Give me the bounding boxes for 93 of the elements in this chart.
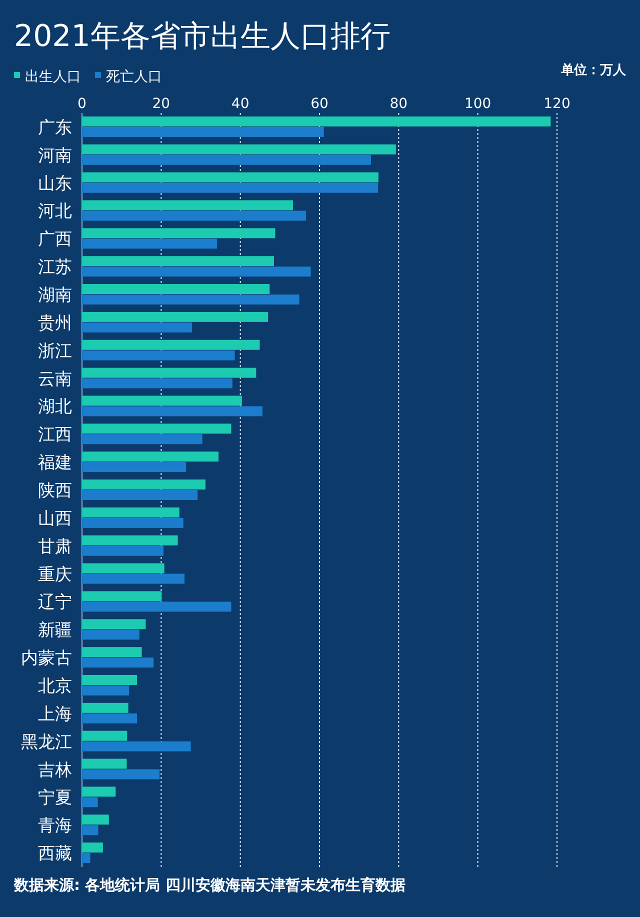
x-tick-label: 60 (310, 96, 328, 112)
y-tick-label: 河南 (38, 146, 72, 166)
y-tick-label: 甘肃 (38, 536, 72, 557)
bar (82, 630, 140, 640)
y-tick-label: 江苏 (38, 258, 72, 278)
y-tick-label: 浙江 (38, 341, 72, 362)
x-tick-label: 20 (152, 96, 170, 112)
bar (82, 825, 98, 836)
legend-label: 出生人口 (25, 69, 81, 85)
y-tick-label: 重庆 (38, 564, 72, 585)
y-tick-label: 山东 (38, 174, 72, 194)
source-note: 数据来源: 各地统计局 四川安徽海南天津暂未发布生育数据 (13, 876, 406, 894)
bar (82, 758, 127, 769)
legend-label: 死亡人口 (106, 69, 162, 85)
x-tick-label: 40 (231, 96, 250, 112)
y-tick-label: 福建 (38, 453, 72, 474)
bar (82, 378, 232, 388)
y-tick-label: 西藏 (38, 844, 72, 864)
bar (82, 658, 154, 668)
bar (82, 452, 219, 462)
bar (82, 591, 162, 602)
y-tick-label: 吉林 (38, 760, 72, 780)
bar (82, 340, 260, 350)
x-tick-label: 120 (544, 96, 570, 112)
bar (82, 702, 128, 713)
bar (82, 853, 90, 864)
y-tick-label: 湖南 (38, 286, 72, 306)
bar (82, 368, 256, 378)
bar (82, 769, 160, 780)
bar (82, 713, 138, 724)
bar (82, 507, 180, 518)
bar (82, 210, 306, 221)
y-tick-label: 河北 (38, 202, 72, 222)
bar (82, 256, 274, 266)
y-tick-label: 湖北 (38, 397, 72, 418)
bar (82, 116, 551, 126)
bar (82, 322, 192, 332)
bar (82, 480, 206, 490)
x-tick-label: 80 (390, 96, 408, 112)
bar (82, 546, 164, 556)
bar (82, 797, 98, 808)
bar (82, 814, 109, 825)
bar (82, 602, 232, 612)
bar (82, 406, 262, 416)
bar (82, 182, 378, 193)
bar (82, 574, 185, 584)
bar (82, 266, 311, 277)
bar (82, 312, 268, 322)
bar (82, 842, 103, 853)
y-tick-label: 山西 (38, 508, 72, 529)
bar (82, 462, 186, 472)
y-tick-label: 黑龙江 (21, 732, 72, 752)
bar (82, 284, 270, 294)
bar (82, 424, 232, 434)
bar (82, 350, 235, 360)
bar (82, 563, 164, 574)
y-tick-label: 新疆 (38, 620, 72, 641)
bar (82, 126, 324, 137)
text: 单位：万人 (560, 62, 627, 78)
y-tick-label: 北京 (38, 676, 72, 696)
bar (82, 294, 300, 305)
bar (82, 674, 138, 685)
bar (82, 396, 242, 406)
bar (82, 200, 293, 210)
y-tick-label: 广东 (38, 118, 72, 138)
y-tick-label: 江西 (38, 425, 72, 446)
bar (82, 786, 116, 797)
y-tick-label: 广西 (38, 230, 72, 250)
bar (82, 172, 378, 182)
x-tick-label: 100 (464, 96, 492, 112)
bar (82, 741, 191, 752)
y-tick-label: 陕西 (38, 481, 72, 501)
bar (82, 685, 130, 696)
y-tick-label: 辽宁 (38, 592, 72, 613)
bar (82, 647, 142, 658)
bar (82, 228, 276, 238)
y-tick-label: 贵州 (38, 313, 72, 334)
bar (82, 518, 184, 528)
chart-title: 2021年各省市出生人口排行 (14, 19, 390, 54)
bar (82, 238, 217, 249)
bar (82, 490, 198, 500)
bar (82, 154, 371, 165)
y-tick-label: 上海 (38, 704, 72, 724)
bar (82, 619, 146, 630)
bar (82, 535, 178, 546)
bar (82, 730, 128, 741)
y-tick-label: 青海 (38, 816, 72, 836)
x-tick-label: 0 (78, 96, 86, 112)
bar (82, 144, 396, 154)
bar (82, 434, 202, 444)
y-tick-label: 宁夏 (38, 788, 72, 808)
y-tick-label: 内蒙古 (21, 648, 72, 669)
y-tick-label: 云南 (38, 369, 72, 390)
